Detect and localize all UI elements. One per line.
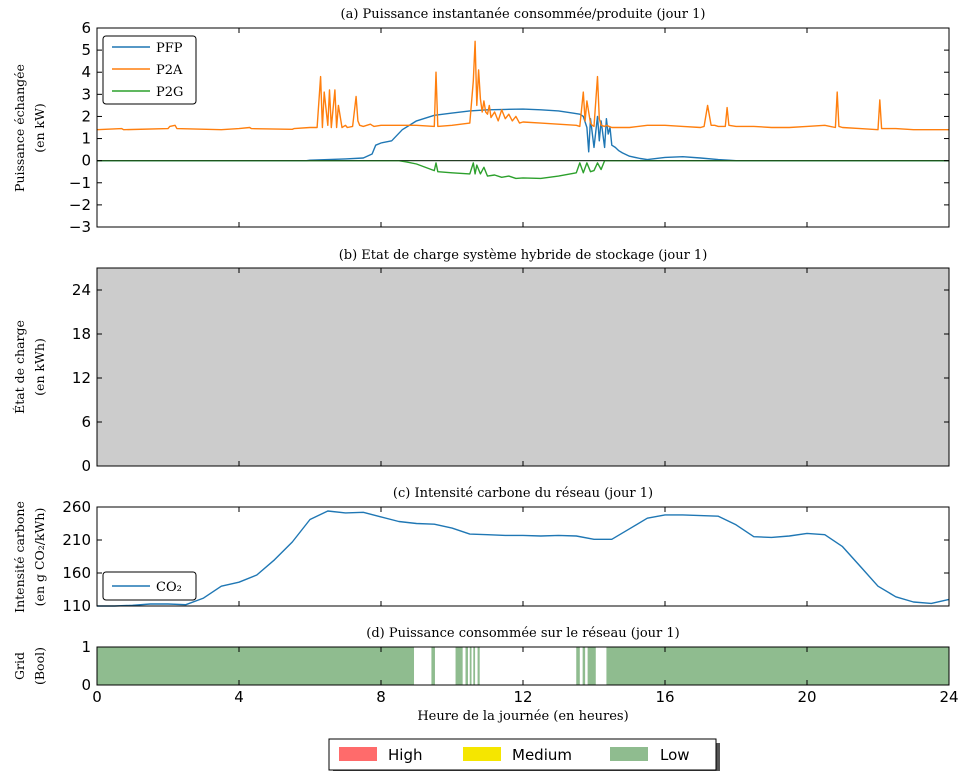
panel-power-ytick-label: 0 [81, 152, 91, 170]
panel-power-ytick-label: 2 [81, 107, 91, 125]
level-legend: High Medium Low [328, 738, 720, 771]
legend-pfp-label: PFP [156, 41, 183, 56]
panel-soc-ytick-label: 0 [81, 457, 91, 475]
xtick-label: 20 [797, 688, 816, 706]
panel-grid-ylabel-line1: Grid [12, 652, 27, 680]
panel-soc-ylabel-line2: (en kWh) [32, 338, 47, 396]
panel-power-series-0 [97, 108, 949, 162]
panel-grid-ytick-label: 1 [81, 638, 91, 656]
xtick-label: 0 [92, 688, 102, 706]
panel-soc-ytick-label: 12 [72, 369, 91, 387]
xtick-label: 8 [376, 688, 386, 706]
panel-carbon-title: (c) Intensité carbone du réseau (jour 1) [393, 486, 653, 501]
panel-grid-frame [96, 646, 950, 686]
legend-medium-swatch [463, 747, 501, 761]
x-axis-label: Heure de la journée (en heures) [417, 709, 628, 724]
panel-carbon-ylabel-line1: Intensité carbone [12, 501, 27, 613]
panel-carbon-ytick-label: 210 [62, 531, 91, 549]
xtick-label: 4 [234, 688, 244, 706]
panel-carbon-ylabel-line2: (en g CO₂/kWh) [32, 508, 47, 607]
panel-soc-frame [96, 267, 950, 467]
grid-segment-low [606, 647, 949, 685]
soc-fill-area [97, 268, 949, 466]
panel-grid-ytick-label: 0 [81, 676, 91, 694]
panel-power-ytick-label: 6 [81, 19, 91, 37]
legend-p2a-label: P2A [156, 63, 183, 78]
legend-p2g-label: P2G [156, 85, 183, 100]
panel-grid-title: (d) Puissance consommée sur le réseau (j… [366, 626, 680, 641]
panel-carbon: (c) Intensité carbone du réseau (jour 1)… [12, 486, 950, 615]
panel-power-series-1 [96, 40, 949, 131]
panel-power-ytick-label: 5 [81, 41, 91, 59]
panel-power-ytick-label: 4 [81, 63, 91, 81]
panel-power-ytick-label: −2 [69, 196, 91, 214]
panel-power-ytick-label: −1 [69, 174, 91, 192]
legend-high-label: High [388, 746, 422, 764]
panel-power-ylabel-line2: (en kW) [32, 103, 47, 153]
panel-power: (a) Puissance instantanée consommée/prod… [12, 7, 950, 236]
legend-low-swatch [610, 747, 648, 761]
legend-high-swatch [339, 747, 377, 761]
grid-segment-low [431, 647, 435, 685]
panel-carbon-ytick-label: 260 [62, 498, 91, 516]
xtick-label: 12 [513, 688, 532, 706]
panel-carbon-frame [96, 506, 950, 607]
panel-soc-title: (b) Etat de charge système hybride de st… [339, 248, 708, 263]
legend-low-label: Low [660, 746, 690, 764]
panel-soc-ytick-label: 24 [72, 281, 91, 299]
grid-segment-low [582, 647, 586, 685]
panel-soc-ylabel-line1: État de charge [12, 320, 27, 414]
legend-co2-label: CO₂ [156, 580, 182, 595]
panel-power-legend: PFP P2A P2G [102, 35, 197, 105]
panel-grid-ylabel-line2: (Bool) [32, 647, 47, 685]
panel-power-ylabel-line1: Puissance échangée [12, 64, 27, 192]
grid-segment-low [469, 647, 472, 685]
panel-soc-ytick-label: 18 [72, 325, 91, 343]
grid-segment-low [97, 647, 415, 685]
panel-power-ytick-label: 3 [81, 85, 91, 103]
grid-segment-low [465, 647, 468, 685]
panel-soc-ytick-label: 6 [81, 413, 91, 431]
panel-grid: (d) Puissance consommée sur le réseau (j… [12, 626, 959, 724]
panel-soc: (b) Etat de charge système hybride de st… [12, 248, 950, 475]
panel-power-frame [96, 27, 950, 228]
panel-carbon-series-0 [97, 510, 950, 607]
panel-power-series-2 [97, 159, 949, 180]
panel-carbon-legend: CO₂ [102, 571, 197, 601]
panel-carbon-ytick-label: 160 [62, 564, 91, 582]
xtick-label: 16 [655, 688, 674, 706]
grid-segment-low [455, 647, 463, 685]
panel-power-ytick-label: 1 [81, 130, 91, 148]
xtick-label: 24 [939, 688, 958, 706]
grid-segment-low [587, 647, 596, 685]
legend-medium-label: Medium [512, 746, 572, 764]
panel-power-title: (a) Puissance instantanée consommée/prod… [341, 7, 706, 22]
grid-segment-low [477, 647, 480, 685]
panel-carbon-ytick-label: 110 [62, 597, 91, 615]
panel-power-ytick-label: −3 [69, 218, 91, 236]
grid-segment-low [473, 647, 476, 685]
grid-segment-low [576, 647, 580, 685]
